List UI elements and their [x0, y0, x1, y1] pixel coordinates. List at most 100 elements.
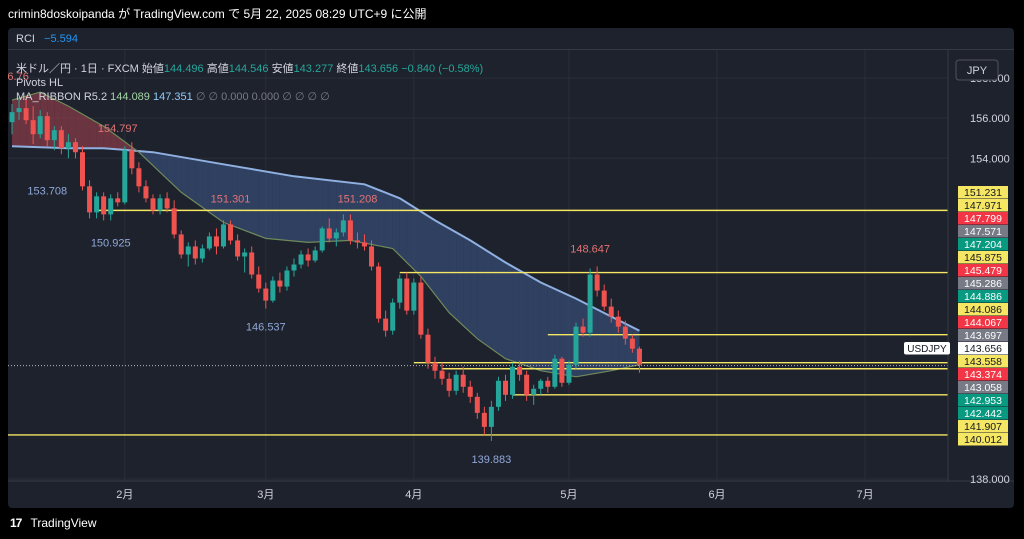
ribbon-segment	[160, 153, 168, 179]
candle-body	[340, 220, 346, 233]
candle-body	[404, 278, 410, 311]
price-label: 147.204	[964, 239, 1002, 251]
candle-body	[467, 386, 473, 397]
ribbon-segment	[181, 157, 189, 198]
pivot-label: 148.647	[570, 243, 610, 255]
ribbon-segment	[103, 126, 111, 149]
ribbon-segment	[117, 136, 125, 150]
close-label: 終値	[336, 63, 359, 75]
price-label-bg	[958, 303, 1008, 316]
candle-body	[206, 236, 212, 249]
candle-body	[481, 412, 487, 427]
candle-body	[474, 396, 480, 413]
x-tick-label: 5月	[560, 489, 577, 501]
ribbon-segment	[294, 176, 302, 242]
ribbon-segment	[195, 159, 203, 208]
price-label: 145.479	[964, 265, 1002, 277]
price-label-bg	[958, 277, 1008, 290]
chart-panel[interactable]: 156.76 154.797 153.708 151.301 151.208 150.92…	[8, 28, 1014, 508]
price-label-bg	[958, 212, 1008, 225]
ribbon-segment	[272, 172, 280, 240]
candle-body	[298, 254, 304, 265]
candle-body	[23, 108, 29, 121]
candle-body	[524, 374, 530, 395]
ribbon-fast-value: 144.089	[110, 91, 150, 103]
currency-label: JPY	[967, 65, 988, 77]
ribbon-segment	[554, 288, 562, 375]
close-value: 143.656	[358, 63, 399, 75]
low-label: 安値	[271, 63, 294, 75]
candle-body	[517, 366, 523, 375]
candle-body	[9, 112, 15, 123]
candle-body	[446, 378, 452, 391]
y-tick-label: 156.000	[970, 113, 1010, 125]
candle-body	[510, 366, 516, 395]
price-label: 143.656	[964, 343, 1002, 355]
ribbon-segment	[399, 198, 407, 263]
price-label-bg	[958, 394, 1008, 407]
ribbon-segment	[82, 114, 90, 149]
price-label: 140.012	[964, 434, 1002, 446]
price-label: 144.086	[964, 304, 1002, 316]
candle-body	[411, 282, 417, 311]
x-tick-label: 4月	[405, 489, 422, 501]
candle-body	[263, 288, 269, 301]
symbol-title[interactable]: 米ドル／円 · 1日 · FXCM	[16, 63, 139, 75]
pivot-label: 150.925	[91, 237, 131, 249]
candle-body	[488, 406, 494, 427]
x-tick-label: 6月	[708, 489, 725, 501]
ribbon-segment	[477, 244, 485, 344]
price-label: 144.886	[964, 291, 1002, 303]
price-label: 147.971	[964, 200, 1002, 212]
ribbon-segment	[188, 158, 196, 203]
candle-body	[178, 234, 184, 255]
candle-body	[136, 168, 142, 187]
price-label: 144.067	[964, 317, 1002, 329]
rci-label: RCI	[16, 33, 35, 45]
ribbon-segment	[216, 163, 224, 223]
candle-body	[312, 250, 318, 261]
ribbon-segment	[512, 266, 520, 364]
x-axis: 2月 3月 4月 5月 6月 7月	[116, 489, 873, 501]
candle-body	[16, 108, 22, 113]
ribbon-segment	[286, 175, 294, 242]
ribbon-segment	[526, 274, 534, 369]
candle-body	[291, 264, 297, 271]
pivot-label: 154.797	[98, 123, 138, 135]
candle-body	[587, 274, 593, 333]
candle-body	[439, 370, 445, 379]
pivots-row[interactable]: Pivots HL	[16, 77, 64, 89]
currency-box: JPY	[955, 59, 999, 81]
ribbon-row[interactable]: MA_RIBBON R5.2 144.089 147.351 ∅ ∅ 0.000…	[16, 90, 483, 104]
price-label-bg	[958, 355, 1008, 368]
candle-body	[235, 240, 241, 257]
price-label-bg	[958, 316, 1008, 329]
price-label: 147.571	[964, 226, 1002, 238]
rci-indicator-strip[interactable]: RCI −5.594	[8, 28, 1014, 50]
price-chart[interactable]: 156.76 154.797 153.708 151.301 151.208 150.92…	[8, 28, 1014, 508]
low-value: 143.277	[293, 63, 334, 75]
ribbon-segment	[435, 220, 443, 304]
candle-body	[44, 116, 50, 141]
ribbon-segment	[540, 282, 548, 372]
candle-body	[347, 220, 353, 241]
price-label-bg	[958, 264, 1008, 277]
candle-body	[559, 358, 565, 383]
candle-body	[397, 278, 403, 303]
ribbon-segment	[364, 184, 372, 245]
x-tick-label: 3月	[257, 489, 274, 501]
candle-body	[305, 254, 311, 261]
candle-body	[228, 224, 234, 241]
candle-body	[87, 186, 93, 213]
candle-body	[270, 280, 276, 301]
candle-body	[65, 142, 71, 149]
open-value: 144.496	[163, 63, 204, 75]
candle-body	[115, 198, 121, 203]
candle-body	[622, 326, 628, 339]
ohlc-row: 米ドル／円 · 1日 · FXCM 始値144.496 高値144.546 安値…	[16, 62, 483, 76]
price-label-bg	[958, 186, 1008, 199]
ribbon-segment	[484, 249, 492, 349]
ribbon-segment	[96, 122, 104, 149]
candle-body	[51, 130, 57, 141]
price-label: 145.286	[964, 278, 1002, 290]
